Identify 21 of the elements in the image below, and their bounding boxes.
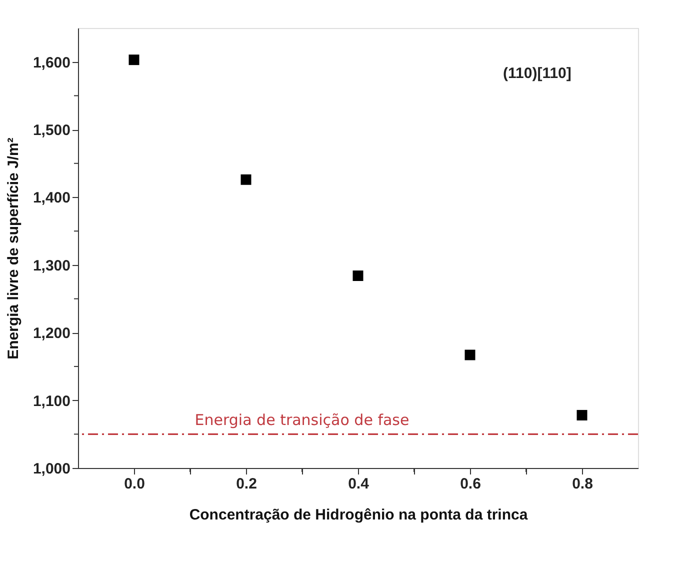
- point: [464, 350, 476, 360]
- x-tick-label: 0.2: [236, 476, 257, 492]
- x-tick-label: 0.6: [460, 476, 481, 492]
- y-tick-label: 1,500: [32, 122, 70, 140]
- y-tick-label: 1,600: [32, 54, 70, 72]
- point: [240, 174, 252, 185]
- point: [576, 410, 588, 420]
- y-tick-label: 1,000: [32, 460, 70, 478]
- annotation: (110)[110]: [503, 65, 572, 82]
- x-tick-label: 0.0: [124, 476, 145, 492]
- y-tick-label: 1,200: [32, 325, 70, 342]
- ref-line-label: Energia de transição de fase: [194, 411, 410, 430]
- y-tick-label: 1,300: [32, 257, 70, 274]
- x-tick-label: 0.8: [572, 476, 593, 492]
- x-axis-title: Concentração de Hidrogênio na ponta da trinca: [189, 506, 528, 524]
- y-axis-title: Energia livre de superfície J/m²: [4, 138, 22, 360]
- y-tick-label: 1,400: [32, 190, 70, 207]
- point: [128, 54, 140, 66]
- point: [352, 270, 364, 281]
- y-tick-label: 1,100: [32, 392, 70, 410]
- x-tick-label: 0.4: [348, 476, 370, 492]
